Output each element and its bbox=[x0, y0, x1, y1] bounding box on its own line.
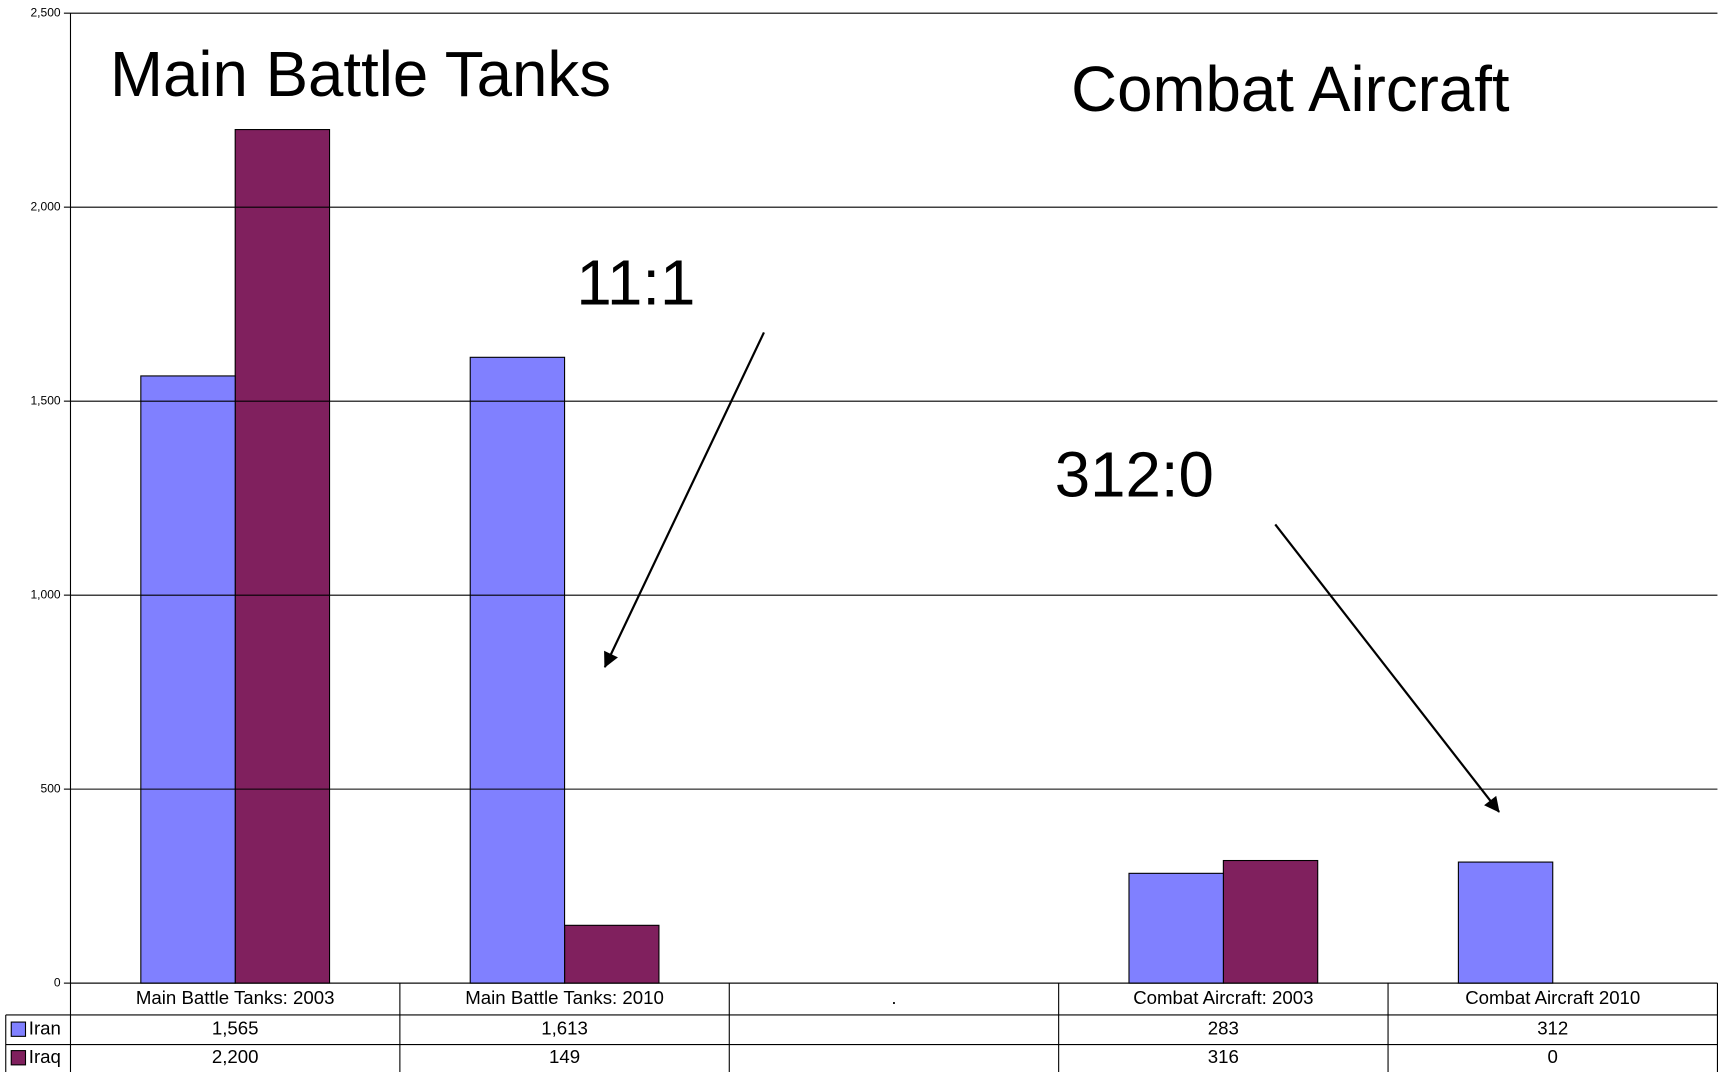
x-tick-label: Combat Aircraft: 2003 bbox=[1133, 987, 1313, 1008]
bar bbox=[1457, 861, 1554, 984]
y-tick-label: 1,000 bbox=[30, 587, 60, 601]
legend-label: Iraq bbox=[29, 1046, 61, 1067]
y-tick-label: 0 bbox=[54, 975, 61, 989]
annotation: 312:0 bbox=[1055, 439, 1214, 510]
table-value: 312 bbox=[1537, 1018, 1568, 1039]
arrow bbox=[1274, 523, 1500, 813]
table-value: 149 bbox=[549, 1046, 580, 1067]
x-tick-label: Main Battle Tanks: 2010 bbox=[465, 987, 664, 1008]
annotation: Combat Aircraft bbox=[1071, 54, 1510, 125]
annotation: Main Battle Tanks bbox=[110, 39, 611, 110]
table-value: 316 bbox=[1208, 1046, 1239, 1067]
x-tick-label: Combat Aircraft 2010 bbox=[1465, 987, 1640, 1008]
y-tick-label: 1,500 bbox=[30, 393, 60, 407]
table-value: 1,565 bbox=[212, 1018, 259, 1039]
table-value: 283 bbox=[1208, 1018, 1239, 1039]
legend-label: Iran bbox=[29, 1018, 61, 1039]
table-value: 0 bbox=[1548, 1046, 1558, 1067]
bar bbox=[1128, 872, 1224, 984]
arrow bbox=[603, 331, 765, 668]
y-tick-label: 2,500 bbox=[30, 5, 60, 19]
bar bbox=[1222, 859, 1319, 984]
bar bbox=[564, 924, 660, 984]
bar bbox=[140, 375, 236, 984]
legend-swatch bbox=[10, 1021, 27, 1037]
table-value: 2,200 bbox=[212, 1046, 259, 1067]
annotation: 11:1 bbox=[576, 247, 695, 318]
y-tick-label: 500 bbox=[41, 781, 61, 795]
x-tick-label: . bbox=[891, 987, 896, 1008]
y-tick-label: 2,000 bbox=[30, 199, 60, 213]
legend-swatch bbox=[10, 1050, 27, 1066]
table-value: 1,613 bbox=[541, 1018, 588, 1039]
bar bbox=[469, 356, 566, 984]
bar bbox=[234, 129, 331, 984]
x-tick-label: Main Battle Tanks: 2003 bbox=[136, 987, 335, 1008]
